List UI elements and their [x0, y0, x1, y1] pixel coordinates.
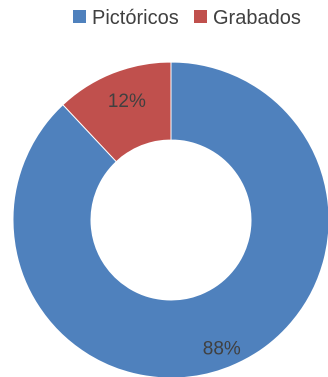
- legend-swatch-grabados: [194, 10, 207, 23]
- donut-slices: [12, 61, 328, 377]
- data-label-grabados: 12%: [108, 91, 146, 112]
- data-labels: 12% 88%: [108, 91, 241, 359]
- data-label-pictoricos: 88%: [203, 338, 241, 359]
- slice-pictoricos: [12, 61, 328, 377]
- legend-label-grabados: Grabados: [213, 7, 301, 29]
- legend-swatch-pictoricos: [73, 10, 86, 23]
- legend-label-pictoricos: Pictóricos: [92, 7, 179, 29]
- legend: Pictóricos Grabados: [73, 7, 301, 29]
